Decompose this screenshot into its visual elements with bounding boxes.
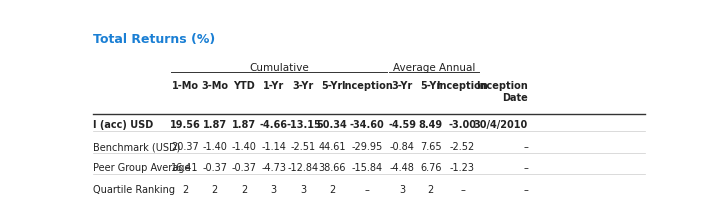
Text: 16.41: 16.41 [171,163,199,173]
Text: 3: 3 [271,185,277,195]
Text: -4.73: -4.73 [261,163,287,173]
Text: Peer Group Average: Peer Group Average [93,163,190,173]
Text: -1.40: -1.40 [202,142,227,152]
Text: 1.87: 1.87 [202,120,227,130]
Text: 44.61: 44.61 [318,142,346,152]
Text: –: – [523,163,528,173]
Text: 1-Yr: 1-Yr [264,81,284,91]
Text: 8.49: 8.49 [418,120,443,130]
Text: 38.66: 38.66 [318,163,346,173]
Text: 20.37: 20.37 [171,142,199,152]
Text: -0.84: -0.84 [390,142,415,152]
Text: 3: 3 [399,185,405,195]
Text: –: – [523,185,528,195]
Text: Benchmark (USD): Benchmark (USD) [93,142,180,152]
Text: -15.84: -15.84 [352,163,383,173]
Text: 2: 2 [428,185,433,195]
Text: -13.15: -13.15 [286,120,321,130]
Text: 2: 2 [241,185,248,195]
Text: 50.34: 50.34 [317,120,347,130]
Text: -2.52: -2.52 [450,142,475,152]
Text: 1-Mo: 1-Mo [171,81,199,91]
Text: I (acc) USD: I (acc) USD [93,120,153,130]
Text: -3.00: -3.00 [449,120,477,130]
Text: 2: 2 [212,185,218,195]
Text: -1.14: -1.14 [261,142,287,152]
Text: Quartile Ranking: Quartile Ranking [93,185,175,195]
Text: 2: 2 [182,185,188,195]
Text: -1.40: -1.40 [232,142,257,152]
Text: –: – [523,142,528,152]
Text: -4.59: -4.59 [388,120,416,130]
Text: 3: 3 [300,185,307,195]
Text: -12.84: -12.84 [288,163,319,173]
Text: 3-Mo: 3-Mo [201,81,228,91]
Text: -29.95: -29.95 [351,142,383,152]
Text: -4.48: -4.48 [390,163,415,173]
Text: 5-Yr: 5-Yr [420,81,441,91]
Text: Inception: Inception [341,81,393,91]
Text: Cumulative: Cumulative [249,63,309,73]
Text: -0.37: -0.37 [232,163,257,173]
Text: 7.65: 7.65 [420,142,441,152]
Text: Total Returns (%): Total Returns (%) [93,33,215,46]
Text: 2: 2 [329,185,335,195]
Text: 3-Yr: 3-Yr [392,81,413,91]
Text: Inception: Inception [436,81,488,91]
Text: 5-Yr: 5-Yr [321,81,343,91]
Text: 3-Yr: 3-Yr [293,81,314,91]
Text: -1.23: -1.23 [450,163,475,173]
Text: 30/4/2010: 30/4/2010 [474,120,528,130]
Text: -4.66: -4.66 [260,120,288,130]
Text: –: – [365,185,370,195]
Text: 6.76: 6.76 [420,163,441,173]
Text: –: – [460,185,465,195]
Text: 19.56: 19.56 [170,120,200,130]
Text: Average Annual: Average Annual [393,63,475,73]
Text: -34.60: -34.60 [350,120,384,130]
Text: -2.51: -2.51 [291,142,316,152]
Text: Inception
Date: Inception Date [477,81,528,103]
Text: YTD: YTD [233,81,255,91]
Text: 1.87: 1.87 [233,120,256,130]
Text: -0.37: -0.37 [202,163,228,173]
